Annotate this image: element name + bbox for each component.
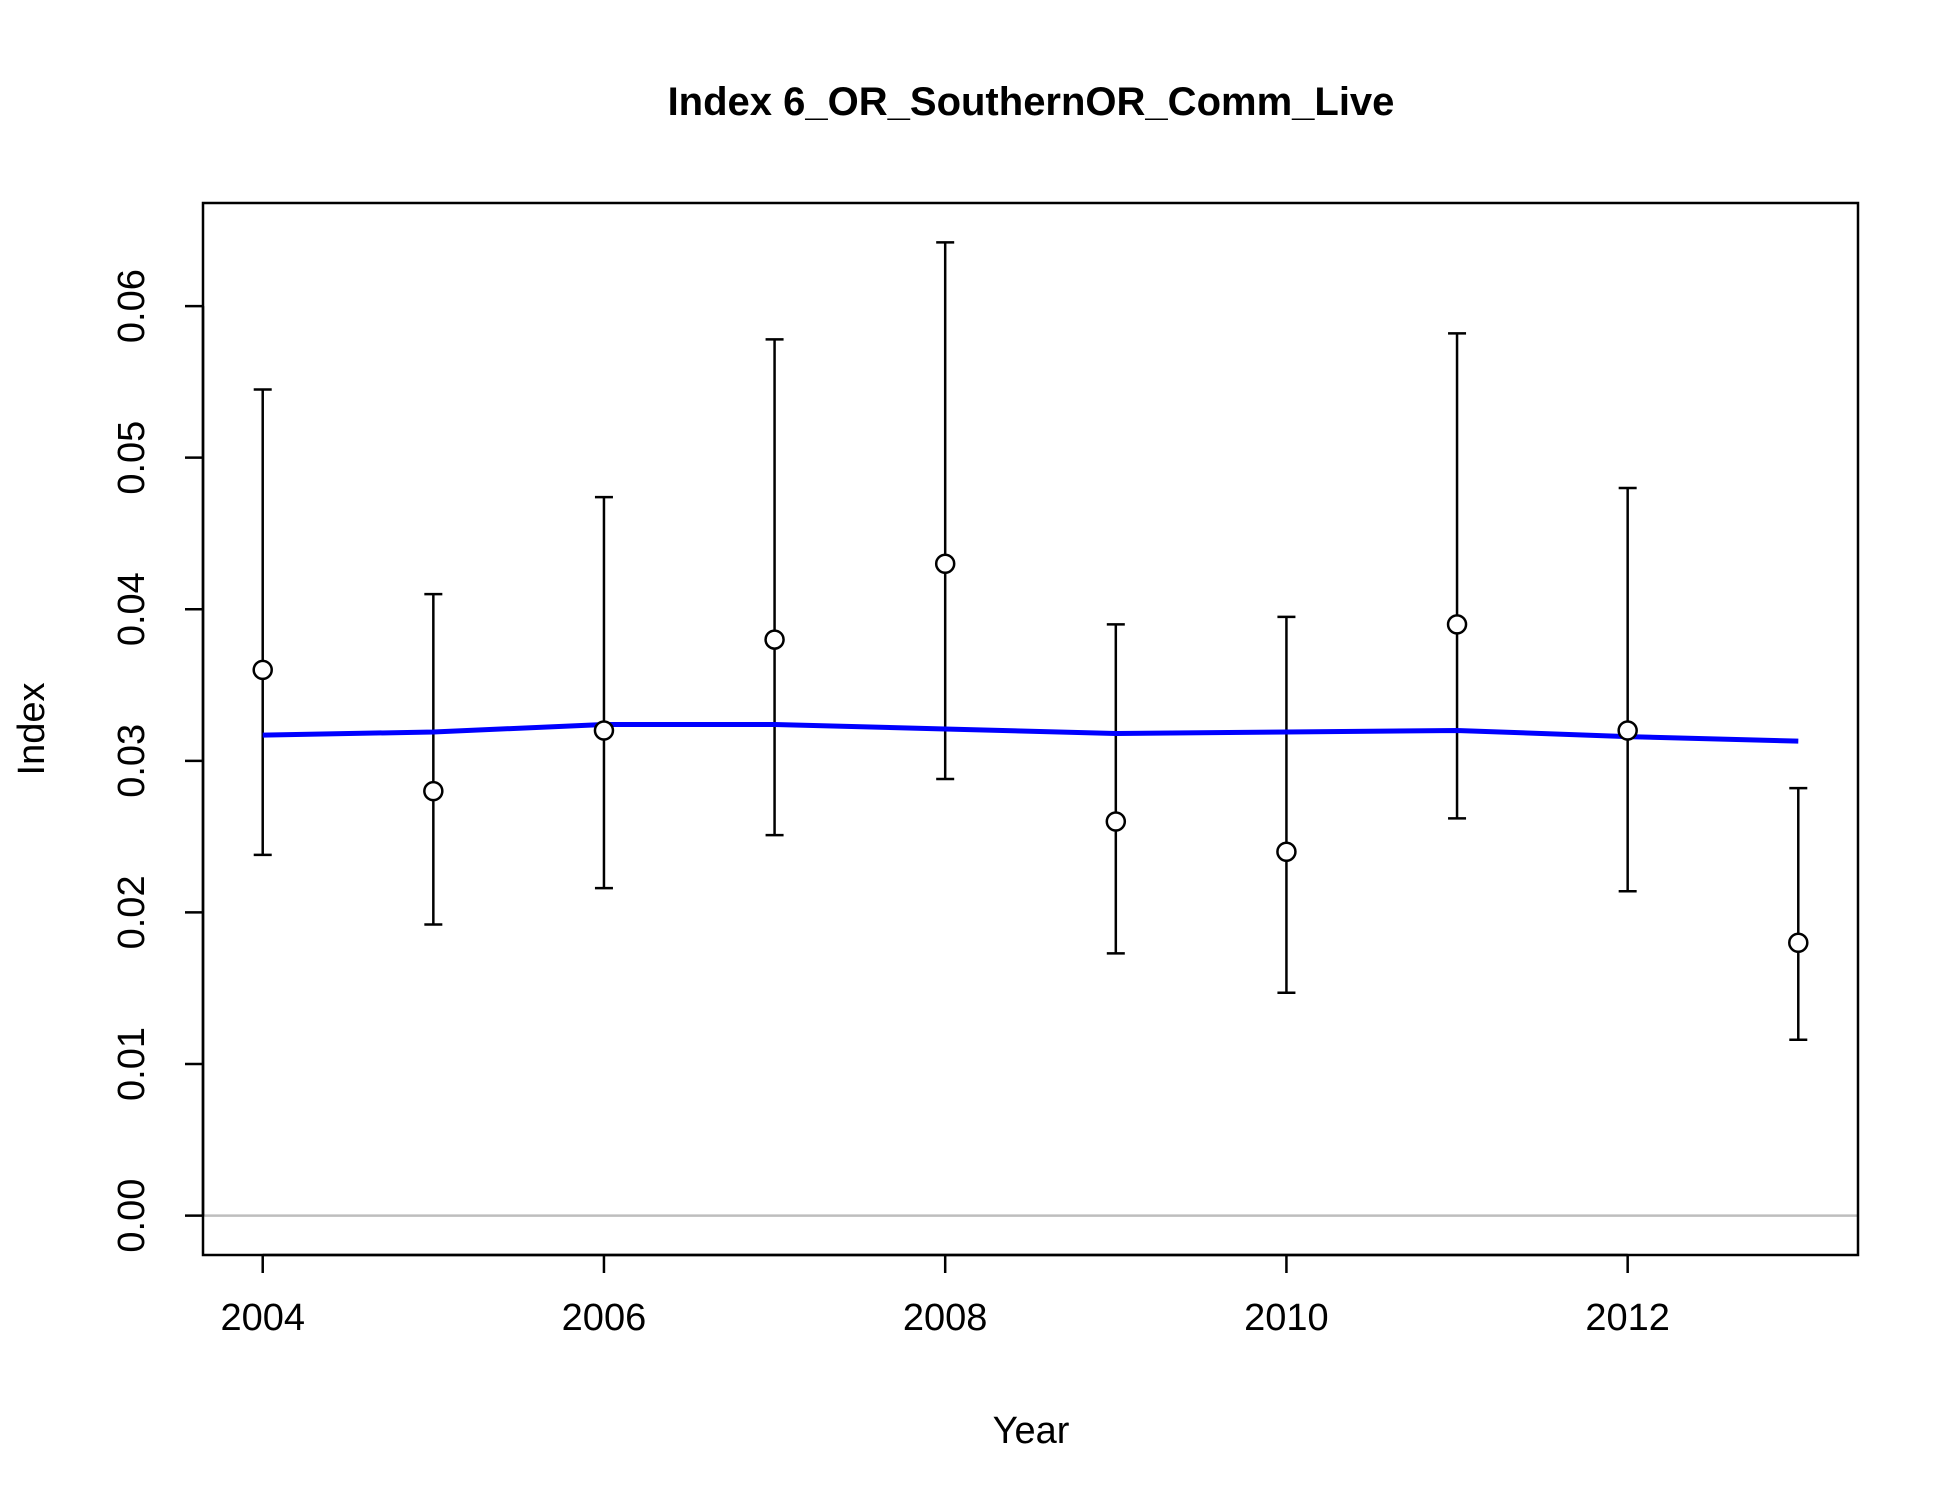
error-bar <box>1789 786 1808 1041</box>
observed-point <box>1788 932 1809 953</box>
observed-point <box>1105 811 1127 832</box>
x-tick-label: 2008 <box>903 1297 988 1339</box>
observed-point <box>593 720 615 741</box>
y-axis-title: Index <box>11 683 53 776</box>
observed-point <box>934 553 956 575</box>
observed-point <box>423 780 444 802</box>
expected-line-layer <box>262 722 1799 744</box>
observed-point <box>252 659 273 681</box>
expected-index-line <box>262 722 1799 744</box>
observed-point <box>1446 614 1468 635</box>
observed-points-layer <box>252 553 1809 953</box>
x-axis: 2004 2006 2008 2010 2012 <box>220 1253 1670 1339</box>
y-axis: 0.00 0.01 0.02 0.03 0.04 0.05 0.06 <box>111 269 205 1253</box>
error-bar <box>1618 486 1637 893</box>
error-bar <box>253 388 272 857</box>
y-tick-label: 0.05 <box>111 421 153 495</box>
error-bar <box>1277 615 1296 995</box>
error-bar <box>1106 623 1125 955</box>
error-bar <box>424 592 443 926</box>
y-tick-label: 0.00 <box>111 1179 153 1253</box>
x-axis-title: Year <box>993 1410 1070 1452</box>
x-tick-label: 2004 <box>220 1297 305 1339</box>
x-tick-label: 2012 <box>1585 1297 1670 1339</box>
y-tick-label: 0.01 <box>111 1027 153 1101</box>
error-bar <box>594 495 613 890</box>
observed-point <box>1617 720 1638 741</box>
error-bar <box>936 241 955 781</box>
observed-point <box>1276 841 1297 863</box>
error-bar <box>1448 332 1467 820</box>
y-tick-label: 0.06 <box>111 269 153 343</box>
chart-title: Index 6_OR_SouthernOR_Comm_Live <box>668 80 1395 124</box>
observed-point <box>764 629 785 650</box>
error-bar <box>765 338 784 837</box>
y-tick-label: 0.04 <box>111 572 153 646</box>
y-tick-label: 0.03 <box>111 724 153 798</box>
y-tick-label: 0.02 <box>111 875 153 949</box>
x-tick-label: 2006 <box>562 1297 647 1339</box>
error-bars-layer <box>253 241 1808 1041</box>
x-tick-label: 2010 <box>1244 1297 1329 1339</box>
